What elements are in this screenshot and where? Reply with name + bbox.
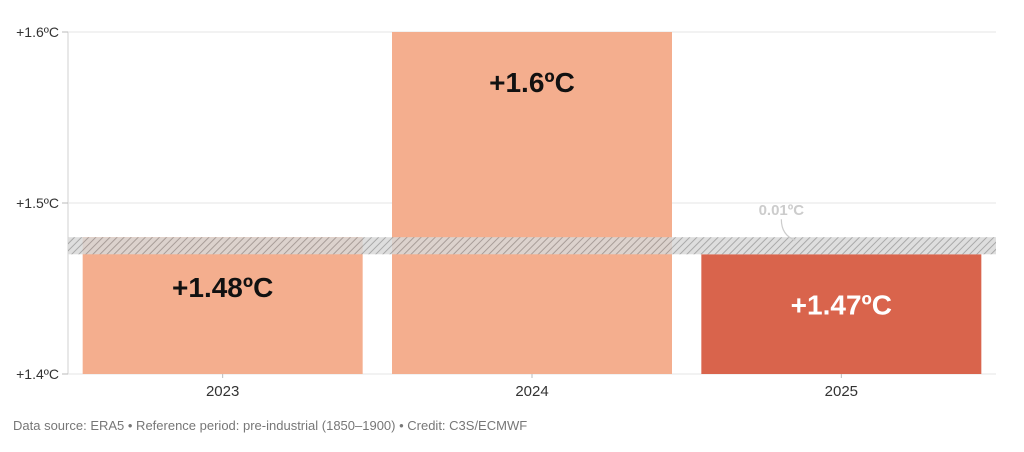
y-tick-label: +1.4ºC: [16, 366, 59, 382]
x-tick-label: 2025: [825, 383, 858, 400]
data-label-2023: +1.48ºC: [172, 272, 273, 303]
data-label-2025: +1.47ºC: [791, 289, 892, 320]
bar-chart: +1.4ºC +1.5ºC +1.6ºC 2023 +1.48ºC 2024 +1.6ºC 2…: [16, 24, 996, 400]
difference-band: [68, 237, 996, 255]
chart-footer: Data source: ERA5 • Reference period: pr…: [13, 418, 528, 433]
bar-2024: [392, 32, 672, 374]
annotation-connector: [780, 219, 796, 241]
bar-2025: [701, 254, 982, 374]
annotation-label: 0.01ºC: [759, 202, 805, 219]
data-label-2024: +1.6ºC: [489, 67, 575, 98]
y-tick-label: +1.5ºC: [16, 195, 59, 211]
y-tick-label: +1.6ºC: [16, 24, 59, 40]
x-tick-label: 2024: [515, 383, 548, 400]
bar-2023: [82, 237, 363, 374]
x-tick-label: 2023: [206, 383, 239, 400]
